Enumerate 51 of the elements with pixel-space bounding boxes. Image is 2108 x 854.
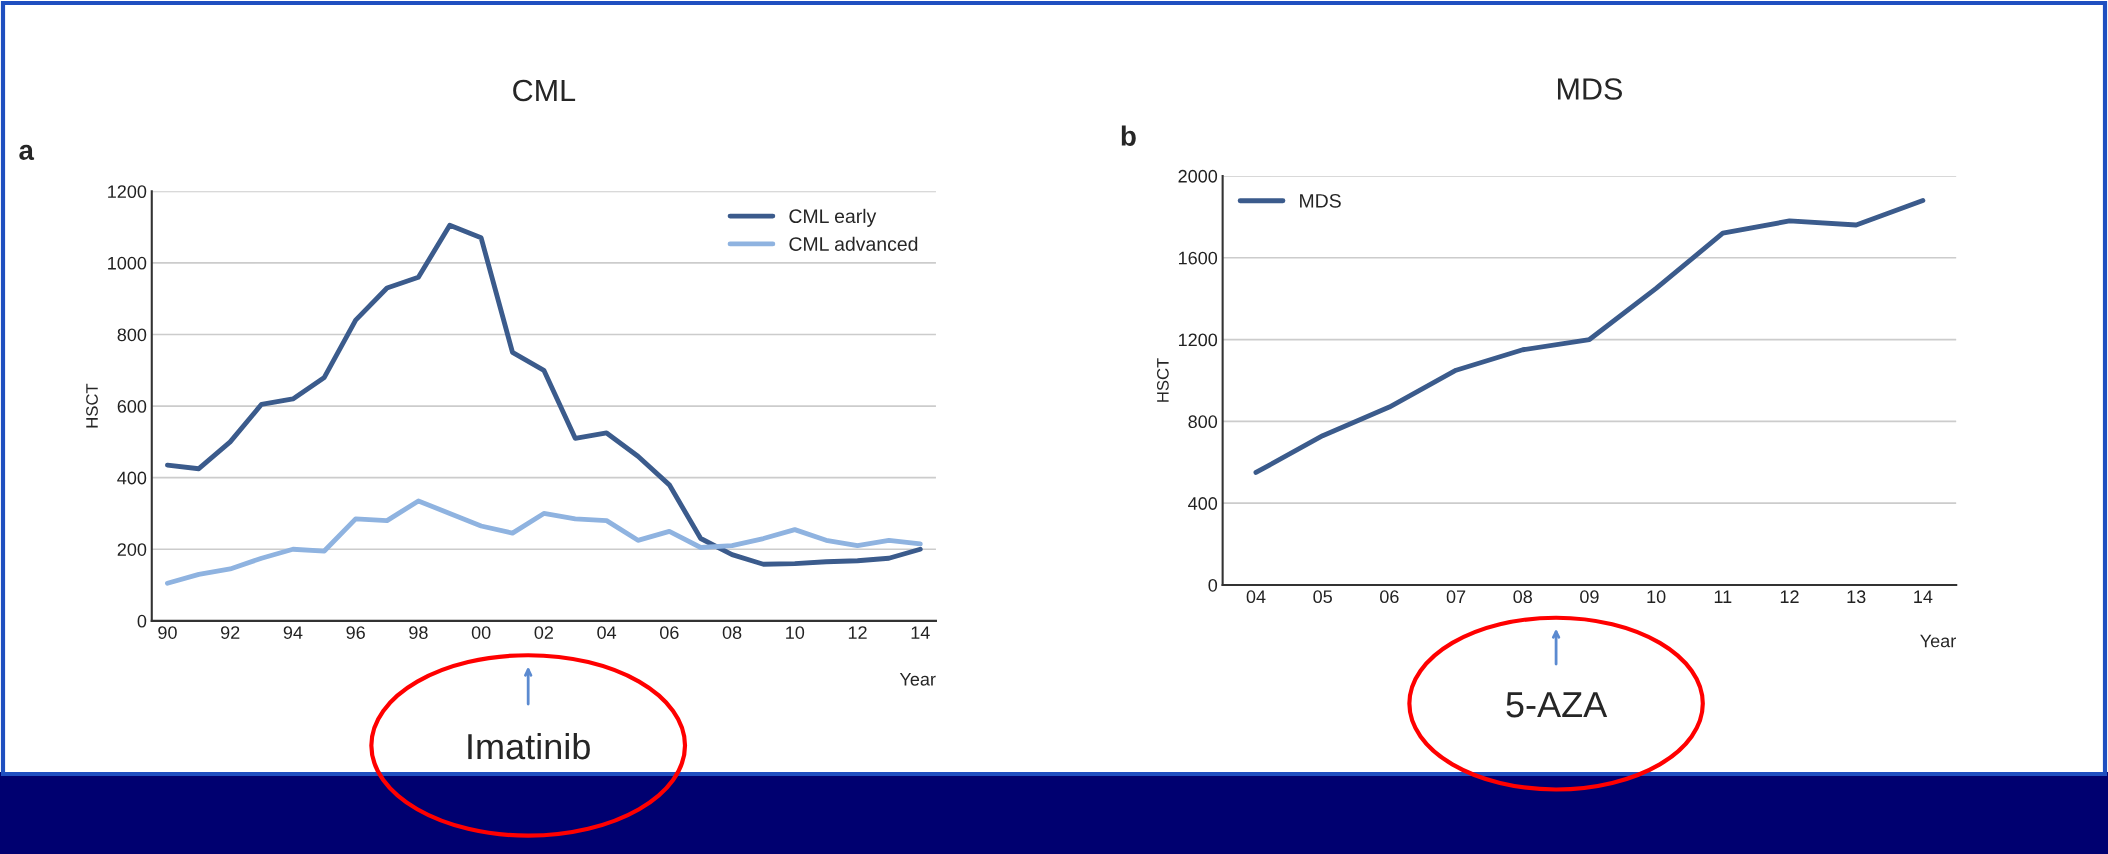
x-tick-label: 14 [1914, 590, 1933, 603]
legend-label: MDS [1300, 193, 1341, 208]
x-axis-title: Year [899, 673, 936, 686]
x-tick-label: 10 [1647, 590, 1666, 604]
line-series [165, 498, 923, 586]
x-tick-label: 92 [221, 626, 240, 639]
y-tick-label: 0 [1208, 578, 1218, 592]
x-tick-label: 14 [911, 626, 930, 639]
x-axis-title: Year [1920, 634, 1956, 648]
chart-title: CML [513, 79, 576, 102]
x-tick-label: 04 [597, 626, 617, 639]
x-tick-label: 08 [1513, 590, 1532, 604]
y-tick-label: 1200 [1178, 333, 1218, 347]
y-tick-label: 400 [1188, 497, 1218, 510]
y-tick-label: 2000 [1178, 169, 1218, 183]
y-tick-label: 1000 [108, 256, 147, 270]
x-tick-label: 02 [534, 626, 553, 639]
x-tick-label: 04 [1246, 590, 1266, 604]
text: a [19, 144, 35, 161]
y-tick-label: 800 [1188, 415, 1218, 429]
x-tick-label: 12 [1780, 590, 1799, 603]
y-tick-label: 600 [117, 400, 147, 413]
y-tick-label: 1200 [108, 185, 147, 199]
y-tick-label: 1600 [1178, 251, 1218, 265]
legend-label: CML early [789, 208, 877, 227]
x-tick-label: 90 [158, 626, 177, 639]
text: Imatinib [468, 732, 590, 760]
chart-title: MDS [1557, 78, 1622, 100]
y-tick-label: 0 [137, 614, 147, 628]
x-tick-label: 12 [848, 626, 867, 639]
x-tick-label: 08 [722, 626, 742, 639]
legend-label: CML advanced [789, 236, 918, 251]
text: 5-AZA [1506, 692, 1608, 718]
x-tick-label: 94 [283, 626, 303, 639]
x-tick-label: 13 [1847, 590, 1866, 604]
x-tick-label: 07 [1446, 590, 1466, 604]
x-tick-label: 06 [1380, 590, 1399, 604]
y-tick-label: 400 [117, 471, 147, 485]
x-tick-label: 06 [660, 626, 679, 639]
y-tick-label: 800 [117, 328, 147, 342]
x-tick-label: 09 [1580, 590, 1599, 604]
y-axis-title: HSCT [1156, 358, 1169, 402]
y-tick-label: 200 [117, 543, 147, 556]
x-tick-label: 11 [1714, 590, 1732, 603]
x-tick-label: 96 [346, 626, 365, 639]
x-tick-label: 00 [471, 626, 491, 639]
x-tick-label: 98 [409, 626, 428, 639]
x-tick-label: 05 [1313, 590, 1332, 604]
text: b [1121, 125, 1136, 146]
x-tick-label: 10 [786, 626, 805, 639]
y-axis-title: HSCT [86, 383, 98, 428]
